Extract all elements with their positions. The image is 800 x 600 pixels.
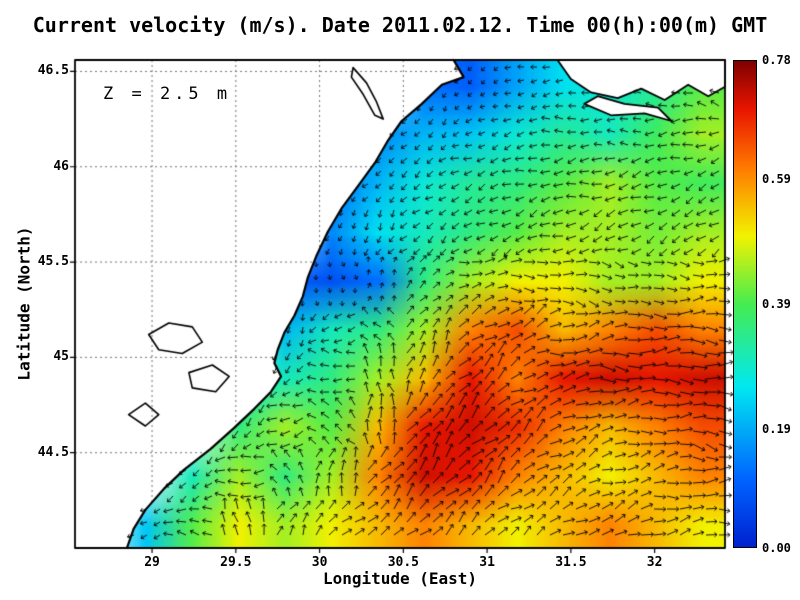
chart-title: Current velocity (m/s). Date 2011.02.12.… [32,13,768,37]
colorbar-tick-label: 0.19 [762,422,791,437]
y-tick-label: 46 [53,158,69,174]
y-tick-label: 44.5 [37,444,69,460]
colorbar-tick-label: 0.78 [762,53,791,67]
colorbar [733,60,757,548]
x-axis-label: Longitude (East) [322,569,478,588]
x-tick-label: 31.5 [555,555,587,570]
colorbar-tick-label: 0.00 [762,541,791,555]
y-axis-label: Latitude (North) [14,226,34,381]
y-tick-label: 46.5 [37,63,69,79]
x-tick-label: 31 [479,555,495,570]
y-tick-label: 45.5 [37,254,69,270]
x-tick-label: 29.5 [220,555,252,570]
depth-annotation: Z = 2.5 m [103,84,232,104]
x-tick-label: 30.5 [387,555,419,570]
x-tick-label: 32 [646,555,663,570]
x-tick-label: 30 [311,555,328,570]
y-tick-label: 45 [53,349,69,365]
colorbar-tick-label: 0.59 [762,171,791,186]
x-tick-label: 29 [144,555,160,570]
colorbar-tick-label: 0.39 [762,297,791,311]
